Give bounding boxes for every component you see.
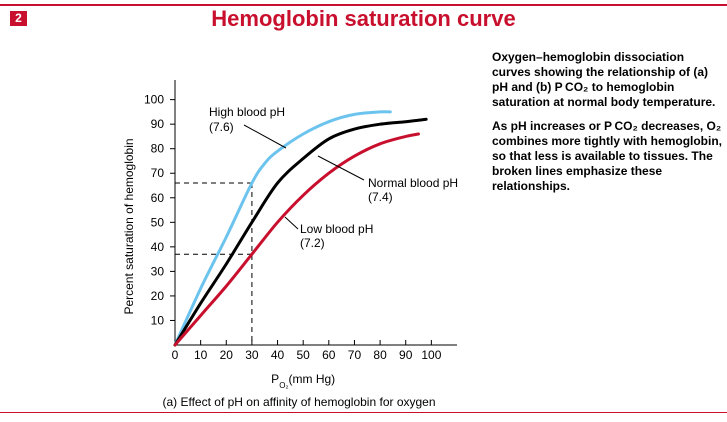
y-axis-label: Percent saturation of hemoglobin [122, 138, 136, 314]
description-paragraph-2: As pH increases or P CO₂ decreases, O₂ c… [492, 119, 723, 193]
y-tick-label: 40 [151, 240, 165, 254]
high-ph-curve [173, 110, 392, 347]
y-tick-label: 90 [151, 117, 165, 131]
y-tick-label: 20 [151, 289, 165, 303]
x-tick-label: 80 [373, 348, 387, 362]
figure-number-badge: 2 [10, 11, 27, 26]
y-tick-label: 60 [151, 191, 165, 205]
x-tick-label: 100 [421, 348, 441, 362]
x-tick-label: 90 [399, 348, 413, 362]
low-ph-label: Low blood pH [300, 222, 373, 236]
low-ph-value: (7.2) [300, 236, 325, 250]
normal-ph-label: Normal blood pH [368, 176, 458, 190]
description-paragraph-1: Oxygen–hemoglobin dissociation curves sh… [492, 50, 716, 109]
bottom-rule [0, 412, 727, 413]
y-tick-label: 100 [144, 93, 164, 107]
y-tick-label: 50 [151, 215, 165, 229]
x-tick-label: 30 [245, 348, 259, 362]
x-axis-label: PO₂(mm Hg) [271, 372, 335, 390]
normal-ph-leader [317, 155, 365, 181]
y-tick-label: 70 [151, 166, 165, 180]
figure-title: Hemoglobin saturation curve [211, 6, 516, 31]
x-tick-label: 70 [348, 348, 362, 362]
high-ph-value: (7.6) [209, 120, 234, 134]
top-rule [0, 4, 727, 6]
y-tick-label: 30 [151, 264, 165, 278]
x-tick-label: 60 [322, 348, 336, 362]
low-ph-curve [173, 132, 420, 347]
y-tick-label: 10 [151, 313, 165, 327]
normal-ph-curve [173, 117, 428, 347]
low-ph-leader [284, 216, 299, 230]
high-ph-label: High blood pH [209, 105, 285, 119]
dissociation-chart: 0 10 20 30 40 50 60 70 80 90 100 10 20 30 40 50 60 70 80 90… [122, 80, 458, 409]
normal-ph-value: (7.4) [368, 190, 393, 204]
description-panel: Oxygen–hemoglobin dissociation curves sh… [492, 50, 724, 203]
chart-caption: (a) Effect of pH on affinity of hemoglob… [162, 395, 435, 409]
x-tick-label: 50 [297, 348, 311, 362]
x-tick-label: 20 [220, 348, 234, 362]
x-tick-label: 0 [172, 348, 179, 362]
y-tick-label: 80 [151, 142, 165, 156]
x-tick-label: 10 [194, 348, 208, 362]
x-tick-label: 40 [271, 348, 285, 362]
high-ph-leader [243, 124, 287, 149]
